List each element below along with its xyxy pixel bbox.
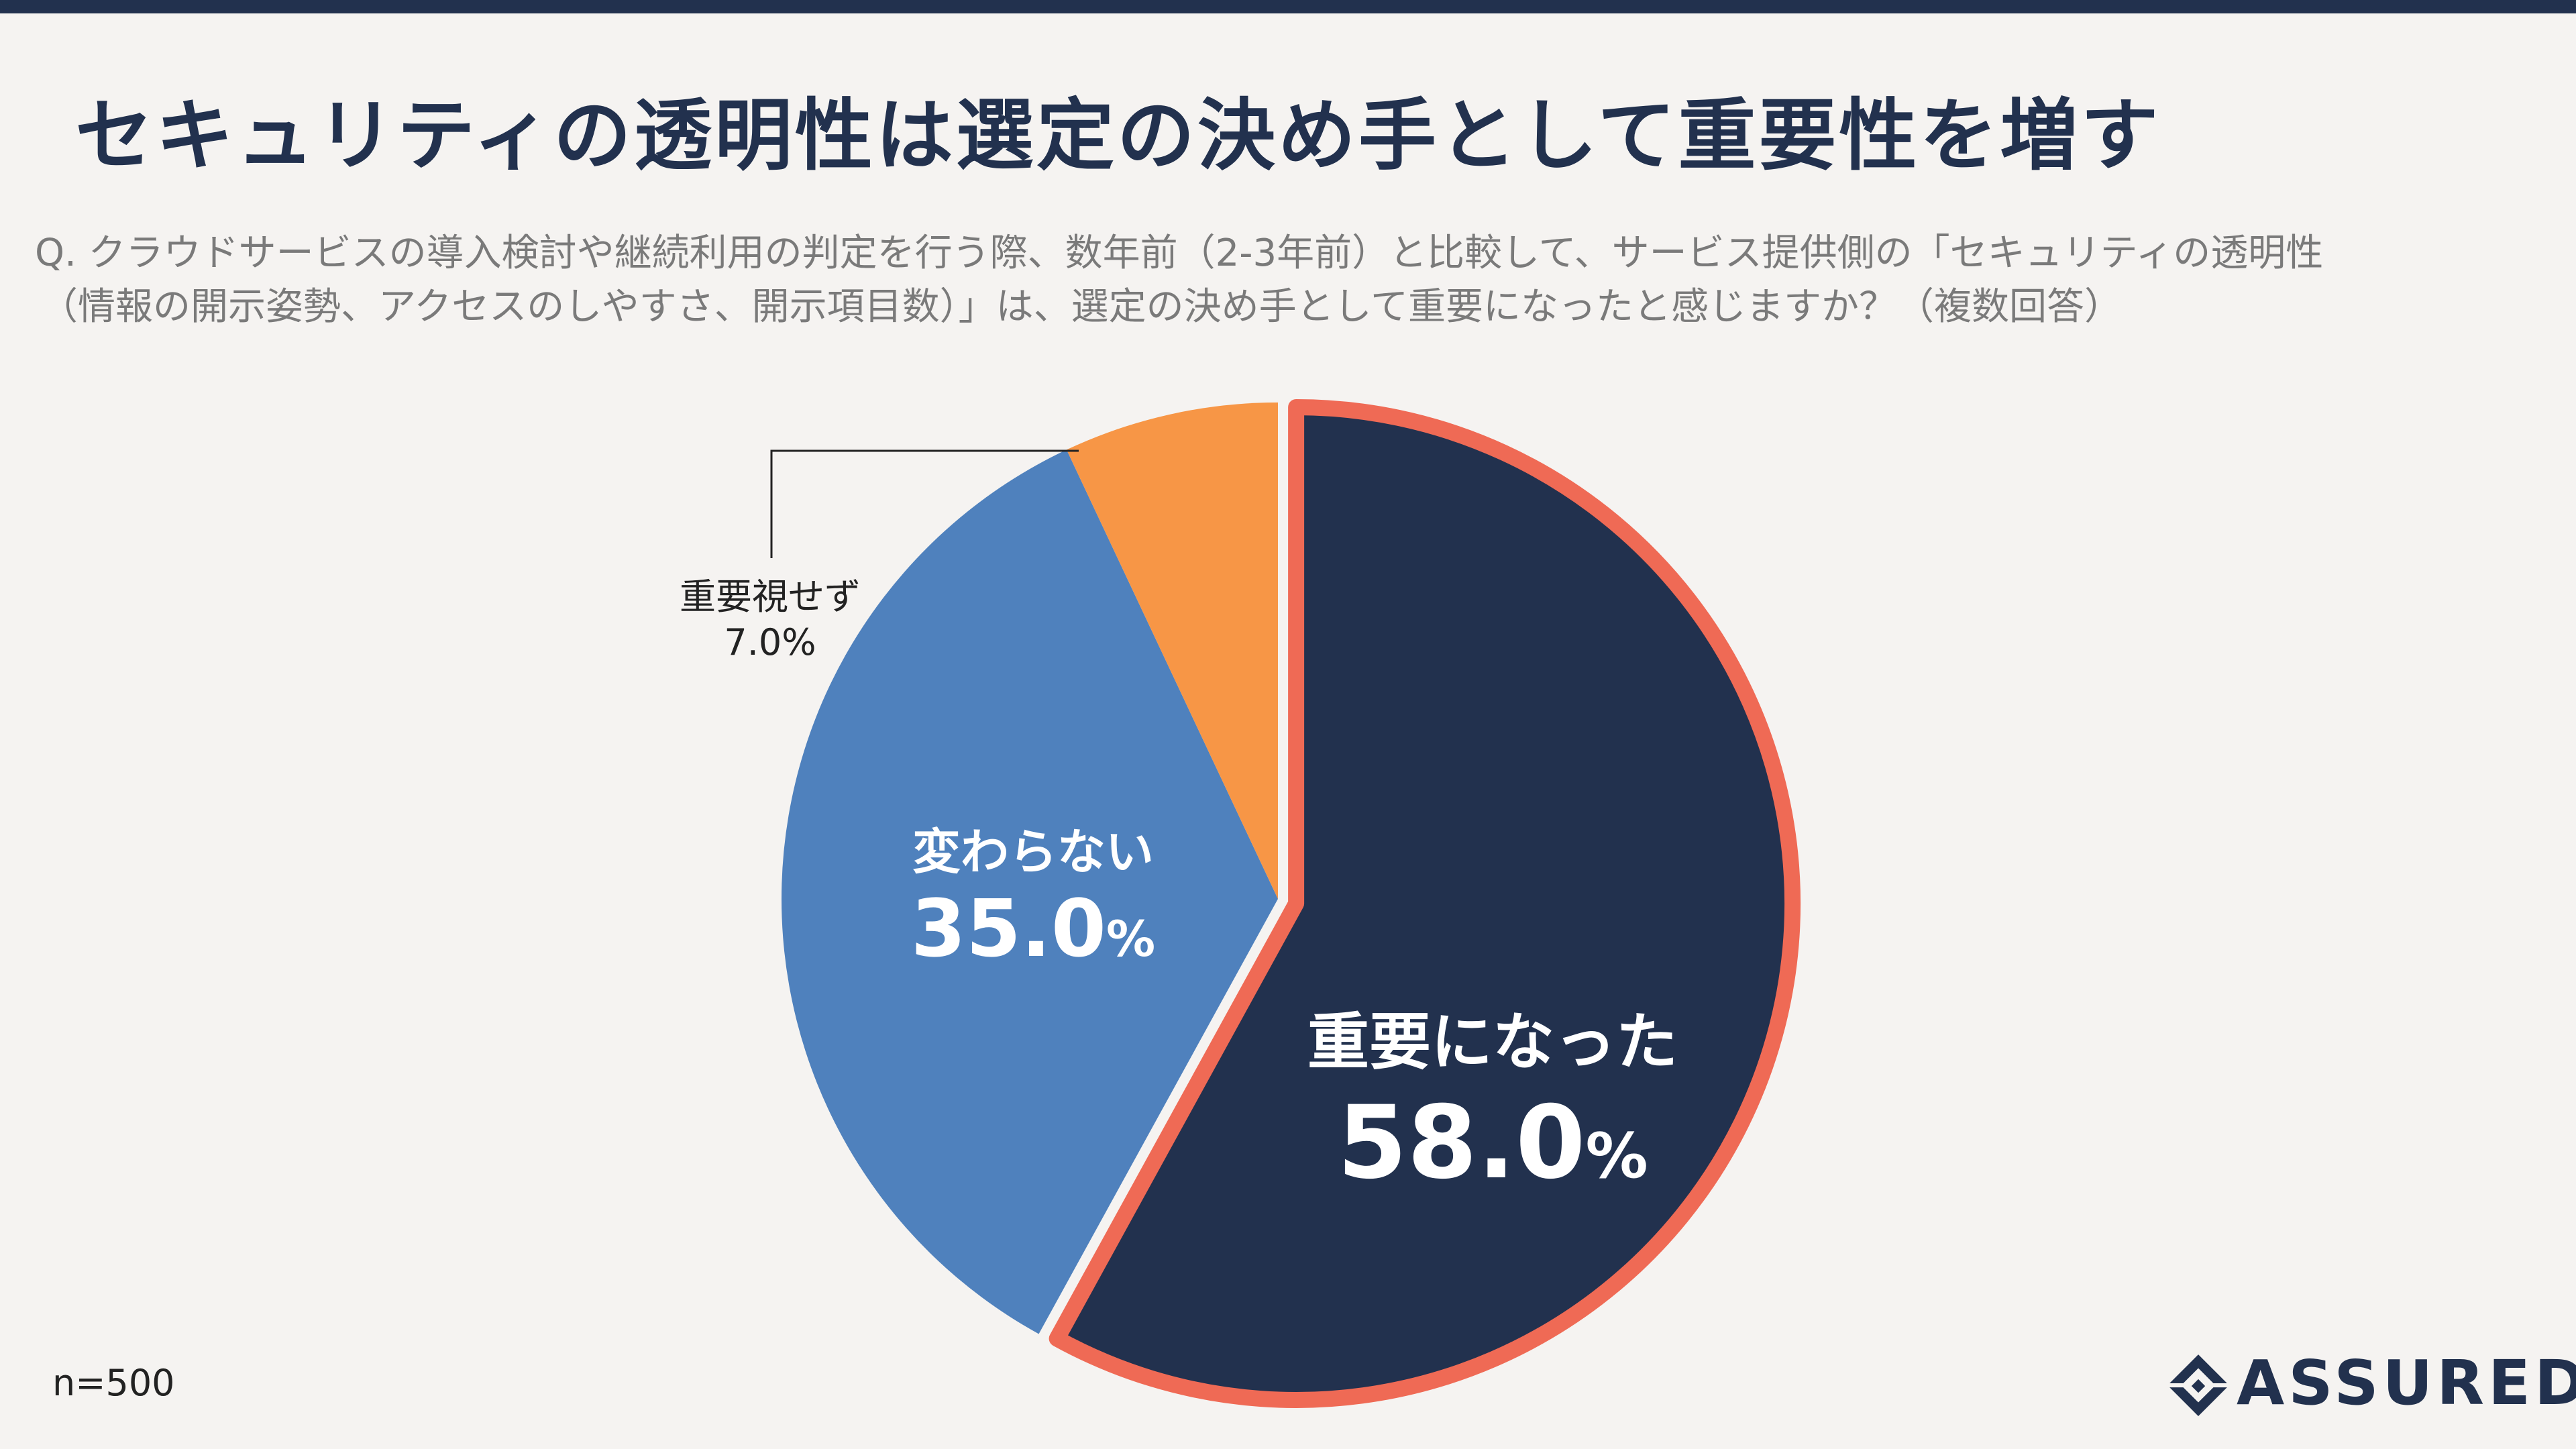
question-line-1: Q. クラウドサービスの導入検討や継続利用の判定を行う際、数年前（2-3年前）と…	[35, 231, 2324, 275]
slice-label-2: 変わらない	[912, 824, 1154, 880]
logo-diamond-icon	[2169, 1354, 2227, 1416]
question-line-2: （情報の開示姿勢、アクセスのしやすさ、開示項目数）」は、選定の決め手として重要に…	[40, 285, 2122, 329]
logo-text: ASSURED	[2237, 1347, 2576, 1419]
survey-question: Q. クラウドサービスの導入検討や継続利用の判定を行う際、数年前（2-3年前）と…	[35, 227, 2517, 334]
sample-size: n=500	[52, 1362, 175, 1404]
top-bar	[0, 0, 2576, 13]
brand-logo: ASSURED	[2164, 1347, 2576, 1419]
slice-value-1-unit: %	[1585, 1120, 1648, 1192]
pie-slice-3	[1066, 402, 1278, 899]
slice-label-1: 重要になった	[1307, 1006, 1678, 1078]
page-title: セキュリティの透明性は選定の決め手として重要性を増す	[75, 91, 2161, 181]
slice-3-leader-line	[770, 449, 1079, 558]
slice-label-3: 重要視せず	[680, 576, 861, 618]
pie-slice-2	[781, 449, 1278, 1334]
slice-value-2-unit: %	[1106, 911, 1155, 968]
pie-slice-1	[1049, 398, 1801, 1408]
slice-value-3: 7.0%	[724, 621, 816, 663]
